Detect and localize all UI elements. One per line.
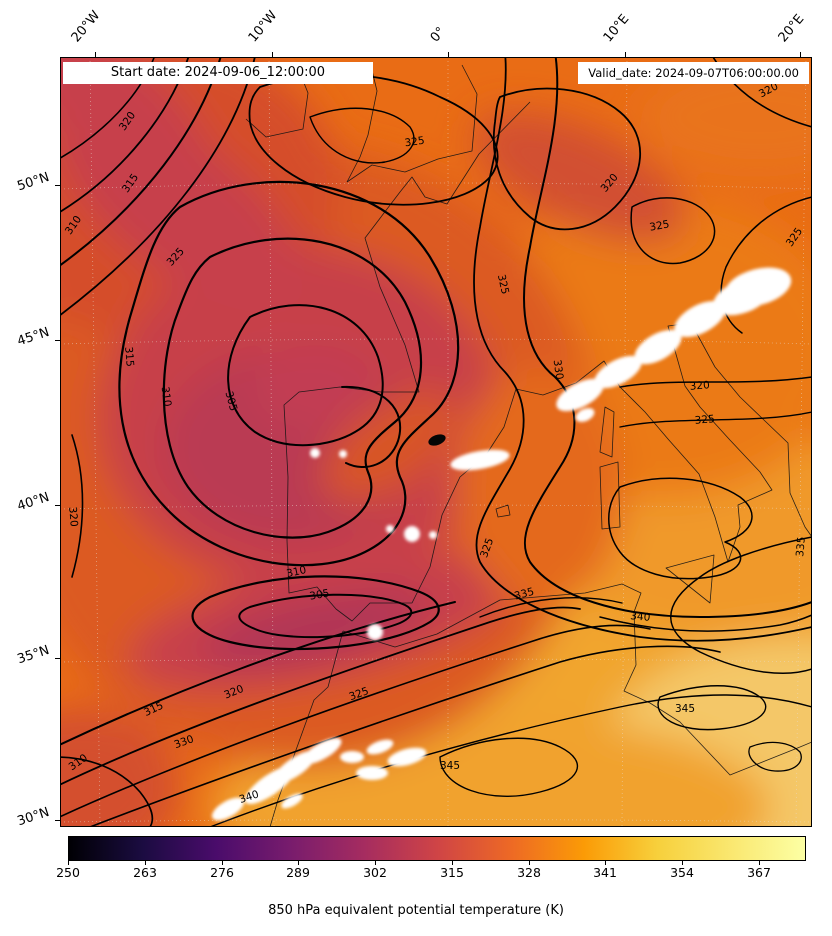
lon-tick-label: 0°	[427, 24, 449, 46]
colorbar-tick-label: 315	[440, 865, 464, 880]
dark-terrain-spot	[428, 434, 446, 446]
contour-label: 320	[66, 506, 80, 527]
top-axis-tick	[625, 52, 626, 57]
valid-date-label: Valid_date: 2024-09-07T06:00:00.00	[578, 62, 809, 84]
contour-label: 335	[794, 536, 808, 557]
contour-label: 315	[122, 346, 136, 367]
colorbar-tick-label: 302	[363, 865, 387, 880]
colorbar-tick	[298, 861, 299, 865]
lat-tick-label: 40°N	[15, 489, 52, 515]
top-axis-tick	[95, 52, 96, 57]
lat-tick-label: 30°N	[15, 804, 52, 830]
left-axis-tick	[55, 340, 60, 341]
left-axis-tick	[55, 185, 60, 186]
contour-label: 305	[223, 390, 240, 412]
lon-tick-label: 20°W	[68, 8, 104, 46]
colorbar-tick-label: 289	[286, 865, 310, 880]
colorbar-tick-label: 341	[593, 865, 617, 880]
contour-label: 335	[513, 586, 535, 603]
colorbar-tick	[222, 861, 223, 865]
lat-tick-label: 45°N	[15, 324, 52, 350]
colorbar-tick-label: 263	[133, 865, 157, 880]
colorbar-tick	[68, 861, 69, 865]
contour-label: 345	[675, 703, 695, 715]
left-axis-tick	[55, 658, 60, 659]
contour-label: 325	[649, 218, 671, 233]
colorbar-tick	[452, 861, 453, 865]
contour-label: 340	[630, 610, 651, 624]
colorbar-tick	[605, 861, 606, 865]
top-axis-tick	[272, 52, 273, 57]
contour-label: 305	[309, 587, 331, 602]
colorbar-tick-label: 367	[747, 865, 771, 880]
colorbar-tick	[375, 861, 376, 865]
contour-label: 330	[551, 359, 566, 381]
colorbar-tick-label: 276	[210, 865, 234, 880]
map-area: 320 315 310 325 325 320 320 325 325 315 …	[60, 57, 812, 827]
contour-label: 340	[238, 788, 261, 806]
contour-label: 345	[440, 760, 460, 772]
theta-e-field: 320 315 310 325 325 320 320 325 325 315 …	[60, 57, 812, 827]
contour-label: 325	[404, 135, 426, 150]
start-date-label: Start date: 2024-09-06_12:00:00	[63, 62, 373, 84]
colorbar-tick	[682, 861, 683, 865]
left-axis-tick	[55, 820, 60, 821]
colorbar-tick-label: 250	[56, 865, 80, 880]
colorbar-tick	[145, 861, 146, 865]
colorbar	[68, 836, 806, 861]
colorbar-caption: 850 hPa equivalent potential temperature…	[268, 903, 564, 918]
graticule	[60, 57, 812, 827]
lon-tick-label: 20°E	[775, 11, 808, 46]
colorbar-tick	[759, 861, 760, 865]
left-axis-tick	[55, 505, 60, 506]
colorbar-tick	[529, 861, 530, 865]
lon-tick-label: 10°W	[245, 8, 281, 46]
contour-label: 310	[159, 386, 174, 408]
top-axis-tick	[800, 52, 801, 57]
top-axis-tick	[448, 52, 449, 57]
contour-label: 325	[495, 273, 511, 295]
masked-terrain-patches	[211, 267, 792, 821]
lat-tick-label: 35°N	[15, 642, 52, 668]
contour-label: 310	[285, 564, 307, 580]
contour-label: 320	[689, 379, 710, 393]
lat-tick-label: 50°N	[15, 169, 52, 195]
contour-label: 325	[694, 413, 715, 427]
colorbar-tick-label: 354	[670, 865, 694, 880]
colorbar-tick-label: 328	[517, 865, 541, 880]
lon-tick-label: 10°E	[600, 11, 633, 46]
